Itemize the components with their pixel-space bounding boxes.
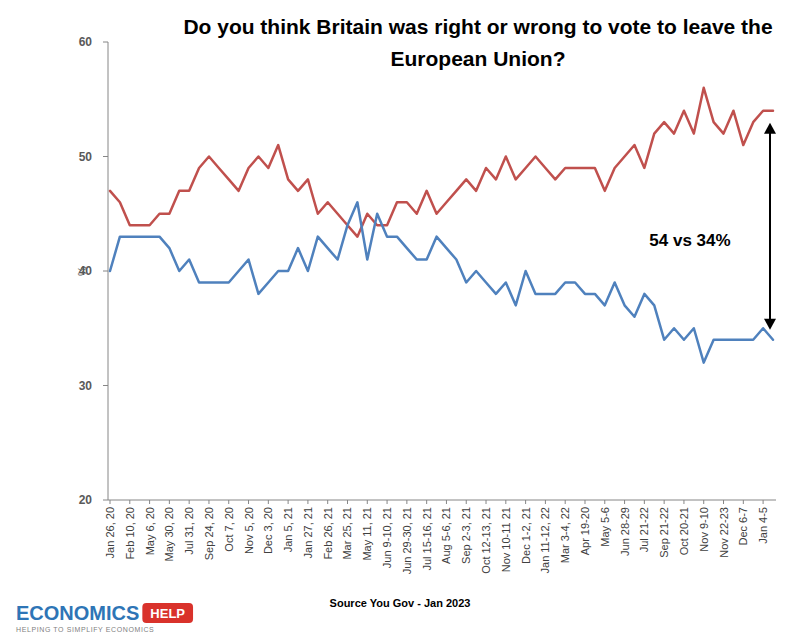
x-tick-label: Mar 25, 21 [341, 507, 353, 560]
x-tick [525, 500, 526, 504]
y-tick [103, 42, 108, 43]
x-tick-label: Jan 5, 21 [282, 507, 294, 552]
x-tick [446, 500, 447, 504]
y-tick [103, 156, 108, 157]
y-tick [103, 271, 108, 272]
x-tick [307, 500, 308, 504]
x-tick-label: Jan 4-5 [757, 507, 769, 544]
x-tick-label: Nov 9-10 [698, 507, 710, 552]
x-tick-label: Jul 21-22 [638, 507, 650, 552]
x-tick [624, 500, 625, 504]
x-tick-label: May 5-6 [599, 507, 611, 547]
chart: Do you think Britain was right or wrong … [0, 0, 800, 639]
x-tick [189, 500, 190, 504]
x-tick [327, 500, 328, 504]
series-line [110, 202, 773, 362]
logo-badge: HELP [150, 606, 185, 621]
x-tick [248, 500, 249, 504]
x-axis [108, 500, 776, 501]
series-line [110, 88, 773, 237]
x-tick [644, 500, 645, 504]
x-tick-label: Nov 10-11 21 [500, 507, 512, 572]
x-tick [763, 500, 764, 504]
source: Source You Gov - Jan 2023 [330, 597, 471, 609]
x-tick-label: Oct 20-21 [678, 507, 690, 555]
x-tick-label: Jan 27, 21 [302, 507, 314, 558]
x-tick [723, 500, 724, 504]
x-tick [664, 500, 665, 504]
x-tick-label: Dec 6-7 [737, 507, 749, 546]
x-tick-label: Jul 15-16, 21 [421, 507, 433, 571]
y-tick-label: 50 [79, 150, 93, 164]
title: Do you think Britain was right or wrong … [183, 15, 772, 70]
title-line: Do you think Britain was right or wrong … [183, 15, 772, 38]
x-tick-label: Sep 24, 20 [203, 507, 215, 560]
x-tick [367, 500, 368, 504]
x-tick-label: Jun 28-29 [619, 507, 631, 556]
x-tick [683, 500, 684, 504]
x-tick-label: May 11, 21 [361, 507, 373, 561]
x-tick [545, 500, 546, 504]
x-tick-label: Sep 21-22 [658, 507, 670, 558]
x-tick-label: Mar 3-4, 22 [559, 507, 571, 563]
x-tick-label: Jun 9-10, 21 [381, 507, 393, 568]
annotation: 54 vs 34% [649, 231, 730, 250]
x-tick-label: Nov 5, 20 [243, 507, 255, 554]
y-tick [103, 385, 108, 386]
x-tick-label: May 30, 20 [163, 507, 175, 561]
arrow-shaft [769, 131, 771, 322]
x-tick-label: Aug 5-6, 21 [440, 507, 452, 564]
x-tick-label: Oct 7, 20 [223, 507, 235, 552]
x-tick-label: May 6, 20 [144, 507, 156, 555]
logo-name: ECONOMICS [16, 602, 139, 624]
x-tick-label: Dec 3, 20 [262, 507, 274, 554]
x-tick [466, 500, 467, 504]
x-tick [387, 500, 388, 504]
logo-badge-box [142, 603, 193, 623]
plot-area [110, 88, 773, 363]
x-tick-label: Apr 19-20 [579, 507, 591, 555]
x-tick [743, 500, 744, 504]
x-tick [604, 500, 605, 504]
x-tick-label: Sep 2-3, 21 [460, 507, 472, 564]
x-tick [347, 500, 348, 504]
x-tick-label: Jun 29-30, 21 [401, 507, 413, 574]
x-tick [129, 500, 130, 504]
logo-tagline: HELPING TO SIMPLIFY ECONOMICS [16, 626, 154, 633]
x-tick-label: Dec 1-2, 21 [520, 507, 532, 564]
x-tick-label: Feb 26, 21 [322, 507, 334, 560]
x-tick [208, 500, 209, 504]
x-tick [505, 500, 506, 504]
title-line: European Union? [391, 47, 566, 70]
y-tick-label: 20 [79, 493, 93, 507]
x-tick [406, 500, 407, 504]
x-tick [486, 500, 487, 504]
y-axis-label: % [76, 266, 88, 276]
x-tick-label: Jan 26, 20 [104, 507, 116, 558]
x-tick-label: Jan 11-12, 22 [539, 507, 551, 573]
x-tick [268, 500, 269, 504]
x-tick [565, 500, 566, 504]
y-tick-label: 30 [79, 379, 93, 393]
x-tick [426, 500, 427, 504]
x-tick [169, 500, 170, 504]
x-tick-label: Jul 31, 20 [183, 507, 195, 555]
x-tick-label: Feb 10, 20 [124, 507, 136, 560]
x-tick [703, 500, 704, 504]
x-tick-label: Oct 12-13, 21 [480, 507, 492, 574]
y-tick-label: 60 [79, 35, 93, 49]
background [0, 0, 800, 639]
arrow-head [764, 319, 776, 330]
x-tick [288, 500, 289, 504]
y-tick [103, 500, 108, 501]
x-tick [110, 500, 111, 504]
x-tick [228, 500, 229, 504]
x-tick [584, 500, 585, 504]
x-tick-label: Nov 22-23 [718, 507, 730, 558]
x-tick [149, 500, 150, 504]
arrow-head [764, 123, 776, 134]
